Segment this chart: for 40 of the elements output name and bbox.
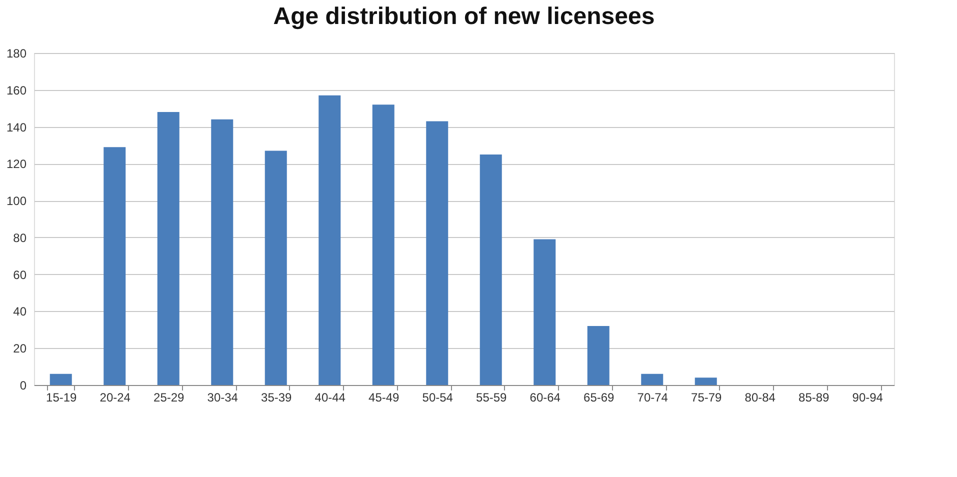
x-tick-label: 65-69 [584, 390, 615, 404]
bar [694, 378, 717, 385]
x-tick-label: 20-24 [100, 390, 131, 404]
y-tick-label: 160 [6, 83, 27, 98]
bar [480, 154, 502, 385]
bar [264, 150, 287, 385]
x-tick-label: 80-84 [744, 390, 776, 404]
bar [157, 112, 180, 385]
bar [50, 374, 72, 385]
bar [587, 326, 610, 385]
x-tick-label: 30-34 [207, 390, 238, 404]
y-tick-label: 60 [13, 268, 27, 282]
y-tick-label: 40 [13, 304, 27, 319]
bar [641, 374, 664, 385]
x-tick-label: 90-94 [852, 390, 884, 404]
bar [534, 239, 556, 385]
y-tick-label: 100 [6, 194, 27, 208]
x-tick-label: 45-49 [368, 390, 400, 404]
chart-title: Age distribution of new licensees [273, 3, 655, 30]
y-tick-label: 20 [13, 342, 27, 356]
x-tick-label: 75-79 [691, 390, 722, 404]
y-tick-label: 180 [6, 46, 27, 60]
y-tick-label: 80 [13, 230, 27, 245]
bar [211, 119, 234, 385]
x-tick-label: 25-29 [154, 390, 185, 404]
bar [372, 104, 394, 385]
y-tick-label: 0 [20, 378, 27, 392]
x-tick-label: 60-64 [530, 390, 561, 404]
x-tick-label: 70-74 [637, 390, 668, 404]
x-tick-label: 55-59 [476, 390, 508, 404]
x-tick-label: 85-89 [798, 390, 830, 404]
x-tick-label: 15-19 [46, 390, 78, 404]
bar [104, 147, 126, 385]
y-tick-label: 140 [6, 120, 27, 134]
y-tick-label: 120 [6, 157, 27, 172]
bar [318, 95, 341, 385]
bar [426, 121, 448, 385]
x-tick-label: 35-39 [261, 390, 292, 404]
x-tick-label: 40-44 [314, 390, 346, 404]
x-tick-label: 50-54 [422, 390, 454, 404]
